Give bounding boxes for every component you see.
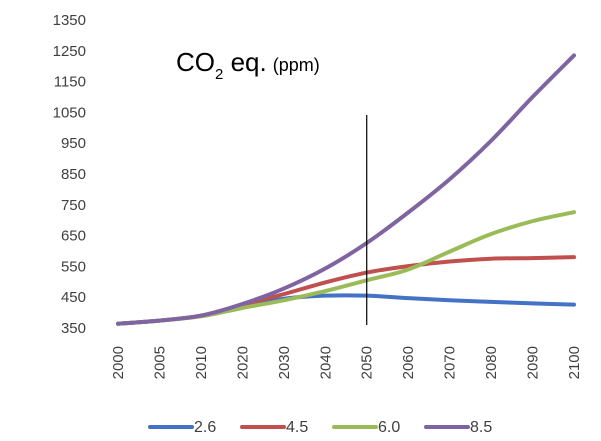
y-tick-label: 450 bbox=[61, 289, 86, 306]
y-tick-label: 1150 bbox=[54, 74, 86, 91]
title-unit: (ppm) bbox=[273, 55, 320, 75]
y-tick-label: 750 bbox=[61, 197, 86, 214]
x-tick-label: 2100 bbox=[566, 346, 583, 379]
x-tick-label: 2060 bbox=[400, 346, 417, 379]
x-tick-label: 2090 bbox=[525, 346, 542, 379]
x-axis-ticks: 2000 2005 2010 2020 2030 2040 2050 2060 2070 2080… bbox=[110, 346, 583, 379]
x-tick-label: 2070 bbox=[442, 346, 459, 379]
title-main: CO bbox=[176, 47, 215, 77]
x-tick-label: 2040 bbox=[317, 346, 334, 379]
x-tick-label: 2010 bbox=[193, 346, 210, 379]
title-rest: eq. bbox=[223, 47, 266, 77]
title-subscript: 2 bbox=[215, 66, 223, 83]
series-line-4-5 bbox=[116, 255, 576, 326]
y-axis-ticks: 350 450 550 650 750 850 950 1050 1150 1250 1350 bbox=[53, 12, 86, 337]
y-tick-label: 1250 bbox=[53, 43, 86, 60]
x-tick-label: 2050 bbox=[359, 346, 376, 379]
x-tick-label: 2020 bbox=[234, 346, 251, 379]
x-tick-label: 2030 bbox=[276, 346, 293, 379]
y-tick-label: 550 bbox=[61, 258, 86, 275]
chart-title: CO2 eq. (ppm) bbox=[176, 47, 320, 83]
legend-label: 2.6 bbox=[194, 419, 216, 436]
y-tick-label: 850 bbox=[61, 166, 86, 183]
legend-label: 4.5 bbox=[286, 419, 308, 436]
y-tick-label: 1050 bbox=[53, 104, 86, 121]
legend-label: 8.5 bbox=[470, 419, 492, 436]
y-tick-label: 350 bbox=[61, 320, 86, 337]
y-tick-label: 650 bbox=[61, 228, 86, 245]
series-lines bbox=[116, 53, 576, 326]
legend: 2.6 4.5 6.0 8.5 bbox=[148, 419, 492, 436]
y-tick-label: 1350 bbox=[53, 12, 86, 29]
y-tick-label: 950 bbox=[61, 135, 86, 152]
legend-label: 6.0 bbox=[378, 419, 400, 436]
x-tick-label: 2080 bbox=[483, 346, 500, 379]
series-line-8-5 bbox=[116, 53, 576, 326]
x-tick-label: 2000 bbox=[110, 346, 127, 379]
x-tick-label: 2005 bbox=[151, 346, 168, 379]
series-line-6-0 bbox=[116, 210, 576, 326]
